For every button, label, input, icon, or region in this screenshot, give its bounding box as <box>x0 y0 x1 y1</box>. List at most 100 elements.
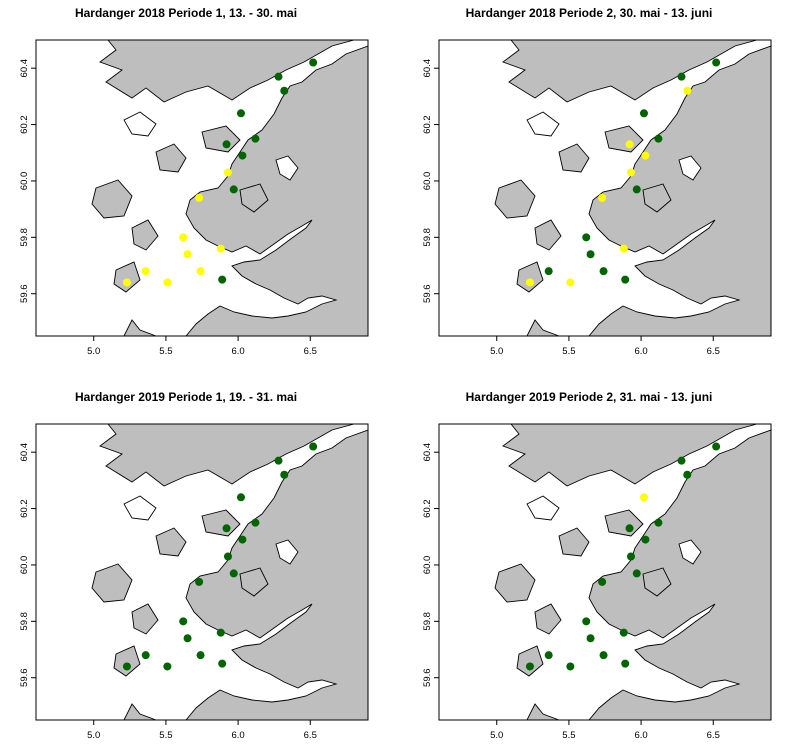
sea-area <box>123 111 157 137</box>
sea-area <box>439 424 771 720</box>
site-marker <box>625 140 634 149</box>
island <box>91 563 133 603</box>
site-marker <box>677 456 686 465</box>
site-marker <box>309 58 318 67</box>
island <box>558 527 590 557</box>
sea-area <box>678 155 702 181</box>
site-marker <box>582 233 591 242</box>
site-marker <box>218 275 227 284</box>
island <box>494 563 536 603</box>
x-tick-label: 5.5 <box>159 346 172 357</box>
site-marker <box>639 493 648 502</box>
sea-area <box>275 539 299 565</box>
site-marker <box>195 193 204 202</box>
site-marker <box>216 244 225 253</box>
coastline-layer <box>439 40 771 336</box>
site-marker <box>712 58 721 67</box>
site-marker <box>196 267 205 276</box>
site-marker <box>141 267 150 276</box>
y-tick-label: 60.2 <box>19 499 30 518</box>
site-marker <box>632 185 641 194</box>
coastline-layer <box>36 40 368 336</box>
site-marker <box>598 577 607 586</box>
island <box>201 125 241 153</box>
y-tick-label: 59.6 <box>19 668 30 687</box>
sea-area <box>36 424 368 720</box>
site-marker <box>525 662 534 671</box>
x-tick-label: 5.0 <box>87 730 100 741</box>
island <box>239 567 269 597</box>
site-marker <box>179 617 188 626</box>
site-marker <box>163 278 172 287</box>
y-tick-label: 60.4 <box>422 59 433 78</box>
x-tick-label: 6.5 <box>707 346 720 357</box>
site-marker <box>599 267 608 276</box>
map-plot: 5.0 5.5 6.0 6.5 59.6 59.8 60.0 60.2 60.4 <box>19 39 369 357</box>
site-marker <box>309 442 318 451</box>
y-tick-label: 59.8 <box>19 612 30 631</box>
site-marker <box>238 535 247 544</box>
x-tick-label: 5.0 <box>490 346 503 357</box>
site-marker <box>122 278 131 287</box>
sea-area <box>275 155 299 181</box>
island <box>239 183 269 213</box>
plot-frame <box>438 423 772 721</box>
sea-area <box>526 495 560 521</box>
x-tick-label: 6.5 <box>304 730 317 741</box>
island <box>91 179 133 219</box>
site-marker <box>712 442 721 451</box>
island <box>604 509 644 537</box>
site-marker <box>619 628 628 637</box>
site-marker <box>566 662 575 671</box>
sea-area <box>678 539 702 565</box>
plot-frame <box>35 39 369 337</box>
panel-title: Hardanger 2018 Periode 1, 13. - 30. mai <box>74 6 298 20</box>
x-tick-label: 5.0 <box>490 730 503 741</box>
site-marker <box>586 634 595 643</box>
site-marker <box>599 651 608 660</box>
site-marker <box>274 72 283 81</box>
x-tick-label: 6.0 <box>634 730 647 741</box>
site-marker <box>621 659 630 668</box>
site-marker <box>222 524 231 533</box>
site-marker <box>229 185 238 194</box>
site-marker <box>183 250 192 259</box>
site-marker <box>582 617 591 626</box>
site-marker <box>195 577 204 586</box>
site-marker <box>236 109 245 118</box>
site-marker <box>179 233 188 242</box>
sea-area <box>439 40 771 336</box>
island <box>155 143 187 173</box>
site-marker <box>236 493 245 502</box>
island <box>155 527 187 557</box>
site-marker <box>566 278 575 287</box>
map-plot: 5.0 5.5 6.0 6.5 59.6 59.8 60.0 60.2 60.4 <box>19 423 369 741</box>
site-marker <box>626 552 635 561</box>
map-plot: 5.0 5.5 6.0 6.5 59.6 59.8 60.0 60.2 60.4 <box>422 39 772 357</box>
coastline-layer <box>439 424 771 720</box>
site-marker <box>654 518 663 527</box>
site-marker <box>280 86 289 95</box>
island <box>131 219 159 251</box>
site-marker <box>544 267 553 276</box>
site-marker <box>251 518 260 527</box>
site-marker <box>122 662 131 671</box>
site-marker <box>223 168 232 177</box>
island <box>558 143 590 173</box>
x-tick-label: 6.5 <box>707 730 720 741</box>
island <box>201 509 241 537</box>
site-marker <box>222 140 231 149</box>
island <box>113 261 141 293</box>
map-panel: Hardanger 2018 Periode 1, 13. - 30. mai 5… <box>0 0 392 370</box>
site-marker <box>280 470 289 479</box>
panel-title: Hardanger 2019 Periode 2, 31. mai - 13. … <box>465 390 713 404</box>
site-marker <box>632 569 641 578</box>
y-tick-label: 59.8 <box>422 612 433 631</box>
y-tick-label: 59.6 <box>422 284 433 303</box>
site-marker <box>586 250 595 259</box>
island <box>642 183 672 213</box>
x-tick-label: 5.5 <box>159 730 172 741</box>
site-marker <box>683 86 692 95</box>
x-tick-label: 5.5 <box>562 730 575 741</box>
sea-area <box>526 111 560 137</box>
